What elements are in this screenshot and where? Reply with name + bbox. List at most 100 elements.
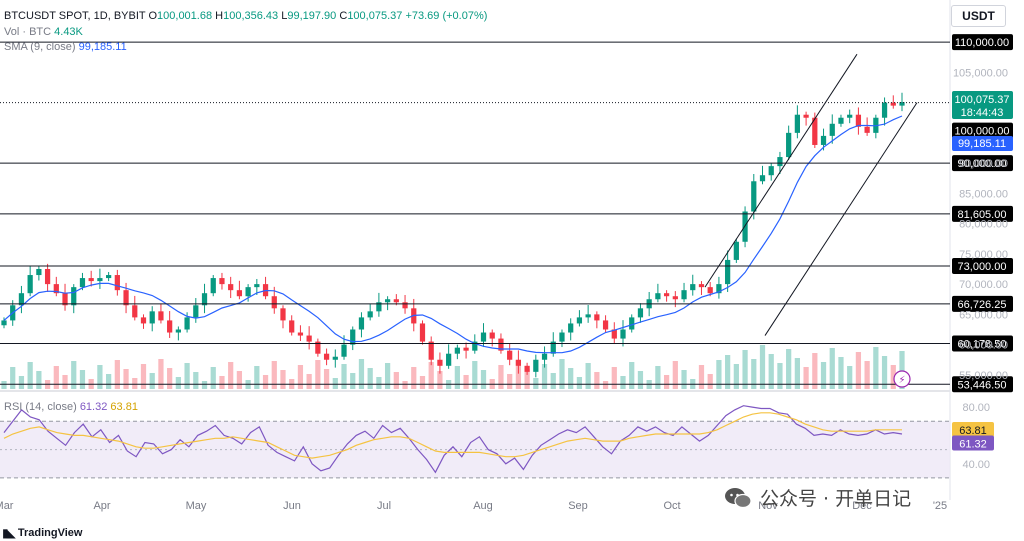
- candle: [463, 347, 469, 351]
- volume-bar: [725, 355, 731, 389]
- volume-bar: [847, 366, 853, 389]
- candle: [402, 302, 408, 309]
- volume-bar: [751, 359, 757, 389]
- volume-bar: [559, 359, 565, 389]
- candle: [803, 114, 809, 118]
- high-label: H: [215, 10, 224, 22]
- wechat-watermark: 公众号 · 开单日记: [724, 484, 911, 511]
- x-tick-label: Nov: [758, 500, 778, 512]
- volume-bar: [62, 375, 68, 389]
- volume-bar: [507, 374, 513, 389]
- symbol-label: BTCUSDT SPOT, 1D, BYBIT: [4, 10, 146, 22]
- volume-bar: [454, 366, 460, 389]
- countdown-label: 18:44:43: [961, 107, 1004, 119]
- level-label-box: [952, 257, 1013, 274]
- candle: [201, 293, 208, 306]
- volume-bar: [376, 377, 382, 389]
- candle: [376, 302, 382, 312]
- volume-bar: [228, 362, 234, 389]
- volume-value: 4.43K: [54, 26, 83, 38]
- candle: [132, 305, 138, 318]
- level-label: 53,446.50: [958, 379, 1007, 391]
- candle: [97, 278, 103, 282]
- candle: [254, 284, 260, 288]
- open-label: O: [148, 10, 158, 22]
- ohlc-legend: BTCUSDT SPOT, 1D, BYBIT O100,001.68 H100…: [4, 10, 487, 22]
- channel-lower-line: [764, 102, 918, 336]
- candle: [550, 341, 556, 354]
- candle: [829, 123, 835, 136]
- volume-bar: [193, 372, 199, 389]
- wechat-icon: [725, 487, 752, 508]
- close-value: 100,075.37: [347, 10, 403, 22]
- candle: [114, 275, 120, 291]
- candle: [489, 332, 495, 339]
- candle: [62, 293, 68, 306]
- volume-bar: [611, 367, 617, 389]
- candle: [297, 332, 304, 336]
- lightning-icon: [893, 370, 911, 388]
- volume-bar: [698, 365, 705, 389]
- candle: [53, 284, 59, 294]
- lightning-icon-glyph: ⚡: [898, 375, 905, 386]
- rsi-value-box: [952, 435, 994, 451]
- candle: [690, 284, 696, 291]
- candle: [541, 353, 548, 360]
- volume-bar: [716, 360, 722, 389]
- volume-bar: [803, 367, 809, 389]
- volume-bar: [663, 375, 670, 389]
- volume-bar: [899, 351, 905, 389]
- candle: [1, 320, 7, 326]
- x-tick-label: May: [186, 500, 207, 512]
- x-tick-label: Jun: [283, 500, 301, 512]
- candle: [820, 135, 827, 145]
- volume-label: Vol · BTC: [4, 26, 52, 38]
- candle: [210, 278, 216, 294]
- level-label: 81,605.00: [958, 209, 1007, 221]
- level-label: 73,000.00: [958, 261, 1007, 273]
- volume-bar: [210, 367, 216, 389]
- candle: [140, 317, 147, 324]
- candle: [236, 290, 243, 297]
- candle: [228, 284, 234, 291]
- volume-bar: [437, 371, 443, 389]
- candle: [106, 275, 112, 279]
- volume-bar: [472, 361, 478, 389]
- volume-bar: [864, 361, 870, 389]
- candle: [472, 341, 478, 351]
- candle: [271, 296, 277, 309]
- x-tick-label: Sep: [568, 500, 588, 512]
- volume-bar: [637, 371, 644, 389]
- currency-button[interactable]: USDT: [951, 5, 1006, 27]
- candle: [323, 353, 330, 360]
- round-level-label: 100,000.00: [954, 126, 1009, 138]
- volume-bar: [568, 368, 574, 389]
- volume-bar: [733, 364, 739, 389]
- volume-bar: [585, 363, 591, 389]
- candle: [707, 287, 713, 294]
- volume-bar: [655, 366, 661, 389]
- candle: [881, 102, 888, 118]
- volume-bar: [10, 367, 16, 389]
- volume-bar: [201, 381, 208, 389]
- tradingview-logo-text: TradingView: [17, 527, 83, 539]
- candle: [890, 102, 896, 106]
- level-label: 60,178.50: [958, 339, 1007, 351]
- candle: [27, 275, 33, 294]
- volume-bar: [184, 363, 190, 389]
- rsi-tick-label: 80.00: [962, 402, 990, 414]
- price-tick-label: 70,000.00: [959, 279, 1008, 291]
- candle: [149, 311, 155, 324]
- candle: [358, 317, 365, 330]
- candle: [576, 317, 583, 324]
- volume-bar: [1, 381, 7, 389]
- candle: [594, 314, 600, 321]
- volume-bar: [384, 363, 391, 389]
- last-price-label: 100,075.37: [954, 94, 1009, 106]
- volume-bar: [480, 370, 487, 389]
- tradingview-logo[interactable]: ▮◣ TradingView: [2, 526, 82, 540]
- low-value: 99,197.90: [287, 10, 337, 22]
- candle: [498, 338, 504, 351]
- tradingview-logo-icon: ▮◣: [2, 526, 16, 540]
